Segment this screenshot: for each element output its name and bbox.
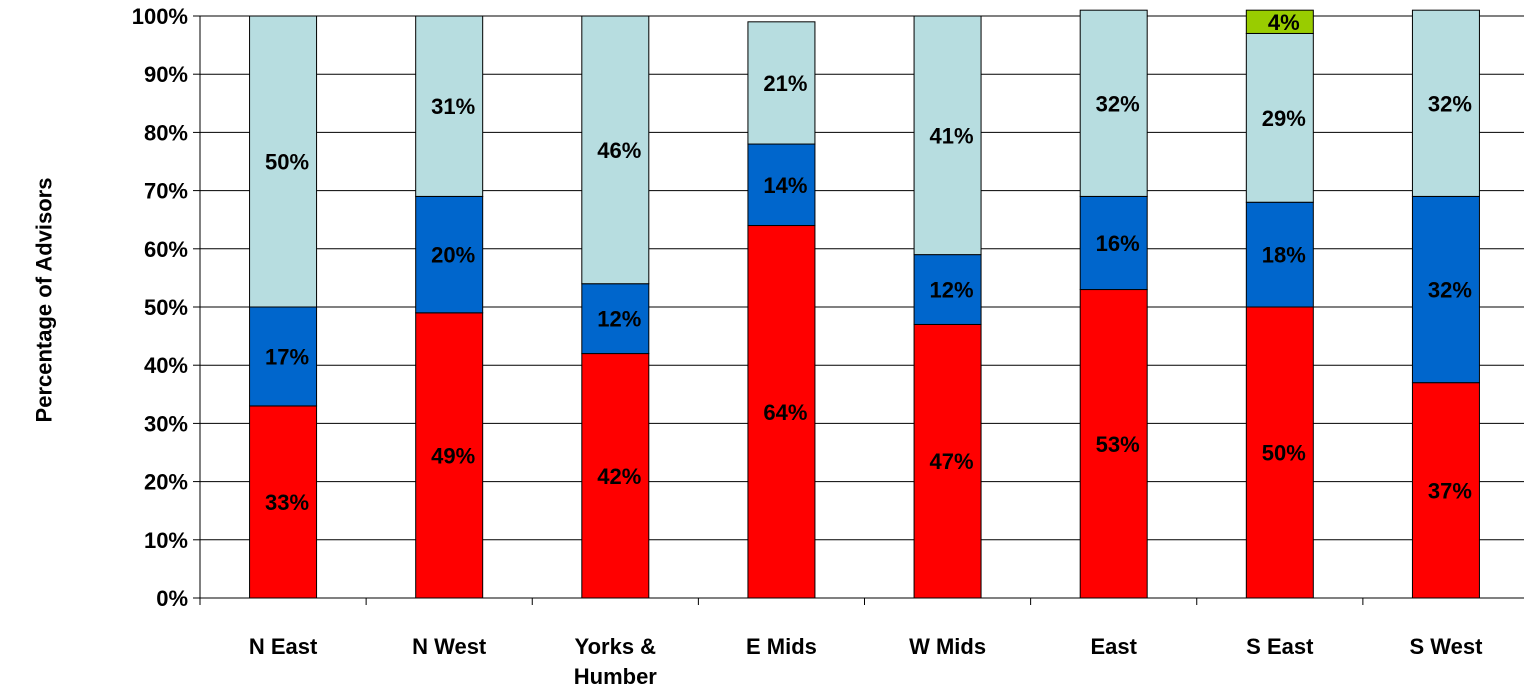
data-label: 29% (1262, 106, 1306, 131)
data-label: 12% (930, 278, 974, 303)
data-label: 32% (1428, 278, 1472, 303)
y-tick-label: 30% (144, 411, 188, 436)
bar-segment (1079, 195, 1148, 291)
bar-segment (415, 15, 484, 197)
bar-segment (747, 143, 816, 227)
bar-segment (747, 225, 816, 599)
data-label: 50% (1262, 441, 1306, 466)
data-label: 16% (1096, 231, 1140, 256)
y-tick-label: 80% (144, 120, 188, 145)
data-label: 33% (265, 490, 309, 515)
data-label: 47% (930, 449, 974, 474)
bar-segment (415, 195, 484, 314)
y-tick-label: 0% (156, 586, 188, 611)
data-label: 18% (1262, 243, 1306, 268)
bar-segment (581, 15, 650, 285)
x-tick-label: Yorks & Humber (574, 634, 658, 689)
bar-segment (1079, 289, 1148, 599)
bar-segment (249, 15, 318, 308)
x-tick-label: S West (1409, 634, 1483, 659)
bar-segment (249, 306, 318, 407)
data-label: 50% (265, 150, 309, 175)
bar-segment (1245, 201, 1314, 308)
data-label: 37% (1428, 478, 1472, 503)
bar-segment (581, 283, 650, 355)
bar-segment (1245, 32, 1314, 203)
x-tick-label: E Mids (746, 634, 817, 659)
y-tick-label: 60% (144, 237, 188, 262)
bar-segment (1411, 9, 1480, 197)
y-tick-label: 20% (144, 470, 188, 495)
data-label: 41% (930, 123, 974, 148)
data-label: 17% (265, 344, 309, 369)
data-label: 31% (431, 94, 475, 119)
data-label: 53% (1096, 432, 1140, 457)
data-label: 49% (431, 443, 475, 468)
x-tick-label: East (1090, 634, 1137, 659)
y-axis-label: Percentage of Advisors (30, 177, 56, 423)
bar-segment (1079, 9, 1148, 197)
bar-segment (913, 323, 982, 599)
y-tick-label: 40% (144, 353, 188, 378)
y-tick-label: 10% (144, 528, 188, 553)
data-label: 32% (1428, 91, 1472, 116)
data-label: 4% (1268, 10, 1300, 35)
bar-segment (1245, 306, 1314, 599)
y-tick-label: 100% (132, 4, 188, 29)
data-label: 12% (597, 307, 641, 332)
data-label: 20% (431, 243, 475, 268)
bar-segment (1411, 382, 1480, 599)
bar-segment (913, 15, 982, 256)
data-label: 46% (597, 138, 641, 163)
data-label: 64% (763, 400, 807, 425)
data-label: 42% (597, 464, 641, 489)
y-tick-label: 50% (144, 295, 188, 320)
x-tick-label: N East (249, 634, 318, 659)
bar-segment (249, 405, 318, 599)
bar-segment (1245, 9, 1314, 34)
x-tick-label: W Mids (909, 634, 986, 659)
bar-segment (1411, 195, 1480, 384)
x-tick-label: S East (1246, 634, 1314, 659)
bar-segment (581, 353, 650, 599)
data-label: 32% (1096, 91, 1140, 116)
bar-segment (415, 312, 484, 599)
y-tick-label: 90% (144, 62, 188, 87)
data-label: 14% (763, 173, 807, 198)
data-label: 21% (763, 71, 807, 96)
y-tick-label: 70% (144, 179, 188, 204)
x-tick-label: N West (412, 634, 487, 659)
bar-segment (747, 21, 816, 145)
bar-segment (913, 254, 982, 325)
